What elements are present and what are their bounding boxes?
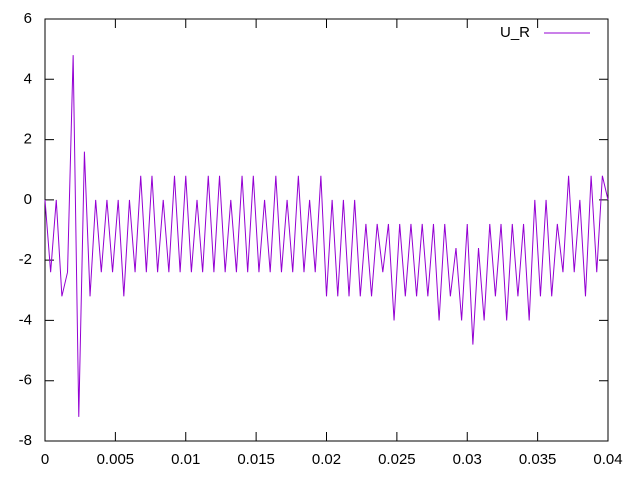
y-tick-label: -6 [19, 372, 32, 389]
x-tick-label: 0 [41, 451, 49, 468]
series-line [44, 55, 609, 417]
x-tick-label: 0.03 [453, 451, 482, 468]
y-tick-label: -2 [19, 251, 32, 268]
x-tick-label: 0.035 [519, 451, 557, 468]
y-tick-label: -4 [19, 311, 32, 328]
x-tick-label: 0.025 [378, 451, 416, 468]
x-tick-label: 0.015 [237, 451, 275, 468]
x-tick-label: 0.02 [312, 451, 341, 468]
legend-label: U_R [500, 24, 530, 41]
y-tick-label: 4 [24, 70, 32, 87]
y-tick-label: -8 [19, 432, 32, 449]
y-tick-label: 2 [24, 131, 32, 148]
y-tick-label: 0 [24, 191, 32, 208]
y-tick-label: 6 [24, 10, 32, 27]
x-tick-label: 0.04 [593, 451, 622, 468]
x-tick-label: 0.01 [171, 451, 200, 468]
x-tick-label: 0.005 [97, 451, 135, 468]
